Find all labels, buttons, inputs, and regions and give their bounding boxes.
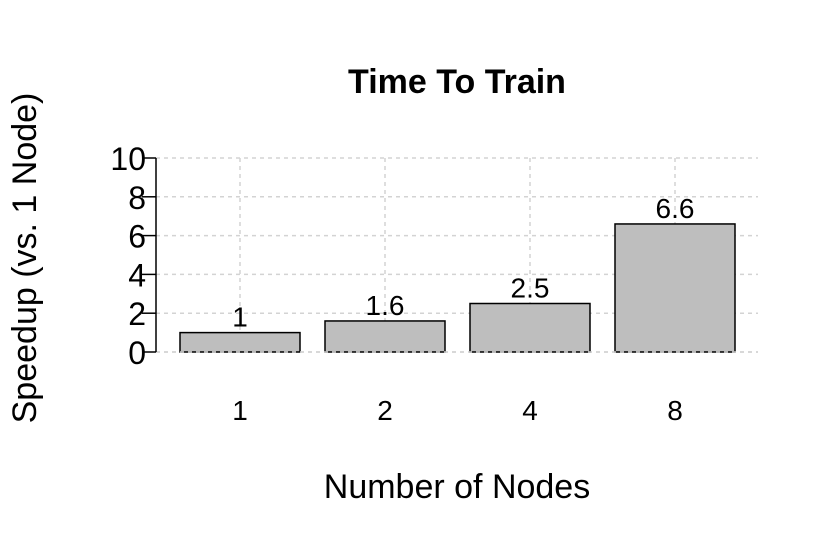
y-tick-label-4: 8 bbox=[128, 180, 146, 216]
y-tick-label-5: 10 bbox=[110, 141, 146, 177]
x-tick-label-1: 1 bbox=[232, 395, 248, 426]
y-tick-label-0: 0 bbox=[128, 335, 146, 371]
x-tick-label-8: 8 bbox=[667, 395, 683, 426]
bar-2 bbox=[324, 320, 446, 353]
labels: 1 2 4 8 1 1.6 2.5 6.6 bbox=[232, 193, 694, 426]
bar-1 bbox=[179, 331, 301, 353]
data-label-2: 1.6 bbox=[366, 290, 405, 321]
bars bbox=[156, 223, 758, 353]
x-axis-label: Number of Nodes bbox=[324, 468, 590, 506]
x-tick-label-4: 4 bbox=[522, 395, 538, 426]
bar-4 bbox=[469, 302, 591, 353]
y-axis-label: Speedup (vs. 1 Node) bbox=[6, 93, 44, 424]
data-label-1: 1 bbox=[232, 302, 248, 333]
y-tick-label-2: 4 bbox=[128, 257, 146, 293]
chart-title: Time To Train bbox=[348, 63, 566, 101]
y-tick-label-3: 6 bbox=[128, 219, 146, 255]
data-label-8: 6.6 bbox=[656, 193, 695, 224]
bar-8 bbox=[614, 223, 736, 353]
data-label-4: 2.5 bbox=[511, 273, 550, 304]
x-tick-label-2: 2 bbox=[377, 395, 393, 426]
y-tick-label-1: 2 bbox=[128, 296, 146, 332]
